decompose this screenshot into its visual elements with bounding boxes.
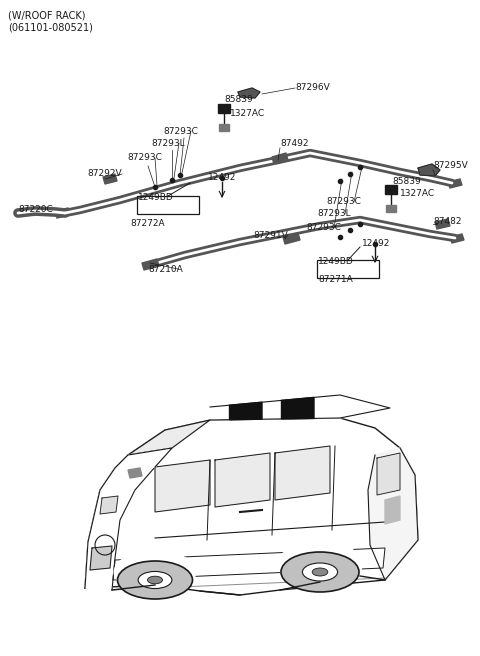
Polygon shape — [238, 88, 260, 98]
Bar — [137, 196, 199, 214]
Bar — [218, 104, 230, 113]
Polygon shape — [448, 179, 462, 188]
Text: 85839: 85839 — [224, 96, 253, 104]
Bar — [317, 260, 379, 278]
Text: 87210A: 87210A — [148, 264, 183, 274]
Text: 12492: 12492 — [208, 173, 236, 182]
Polygon shape — [128, 468, 142, 478]
Polygon shape — [113, 548, 385, 580]
Polygon shape — [435, 219, 450, 229]
Text: 87293C: 87293C — [163, 127, 198, 136]
Ellipse shape — [147, 576, 163, 584]
Ellipse shape — [277, 541, 363, 587]
Text: 85839: 85839 — [392, 176, 421, 186]
Polygon shape — [90, 546, 112, 570]
Polygon shape — [85, 418, 418, 595]
Text: 87293C: 87293C — [127, 154, 162, 163]
Polygon shape — [377, 453, 400, 495]
Polygon shape — [100, 496, 118, 514]
Polygon shape — [128, 420, 210, 455]
Text: 1327AC: 1327AC — [230, 108, 265, 117]
Polygon shape — [450, 234, 464, 243]
Text: 87482: 87482 — [433, 216, 461, 226]
Polygon shape — [283, 233, 300, 244]
Text: 1327AC: 1327AC — [400, 190, 435, 199]
Bar — [386, 205, 396, 212]
Text: 87293C: 87293C — [306, 224, 341, 232]
Polygon shape — [229, 402, 262, 420]
Text: 1249BD: 1249BD — [138, 192, 174, 201]
Text: 87295V: 87295V — [433, 161, 468, 171]
Text: 12492: 12492 — [362, 239, 390, 247]
Text: (061101-080521): (061101-080521) — [8, 22, 93, 32]
Text: (W/ROOF RACK): (W/ROOF RACK) — [8, 10, 85, 20]
Polygon shape — [275, 446, 330, 500]
Text: 87293C: 87293C — [326, 197, 361, 207]
Text: 87293L: 87293L — [151, 138, 185, 148]
Ellipse shape — [281, 552, 359, 592]
Text: 1249BD: 1249BD — [318, 256, 354, 266]
Polygon shape — [385, 496, 400, 524]
Text: 87292V: 87292V — [87, 169, 121, 178]
Text: 87293L: 87293L — [317, 209, 350, 218]
Polygon shape — [115, 448, 172, 468]
Text: 87492: 87492 — [280, 140, 309, 148]
Polygon shape — [155, 460, 210, 512]
Polygon shape — [272, 153, 288, 164]
Polygon shape — [418, 164, 440, 176]
Ellipse shape — [118, 561, 192, 599]
Polygon shape — [215, 453, 270, 507]
Ellipse shape — [113, 550, 196, 594]
Polygon shape — [368, 448, 418, 580]
Text: 87271A: 87271A — [318, 274, 353, 283]
Text: 87272A: 87272A — [130, 220, 165, 228]
Ellipse shape — [302, 563, 337, 581]
Polygon shape — [103, 174, 117, 184]
Polygon shape — [281, 398, 314, 419]
Polygon shape — [55, 208, 70, 218]
Polygon shape — [85, 448, 172, 590]
Ellipse shape — [138, 571, 172, 588]
Polygon shape — [142, 259, 159, 270]
Polygon shape — [165, 395, 390, 430]
Text: 87220C: 87220C — [18, 205, 53, 213]
Ellipse shape — [312, 568, 328, 576]
Text: 87291V: 87291V — [253, 230, 288, 239]
Text: 87296V: 87296V — [295, 83, 330, 92]
Bar — [385, 185, 397, 194]
Bar — [219, 124, 229, 131]
